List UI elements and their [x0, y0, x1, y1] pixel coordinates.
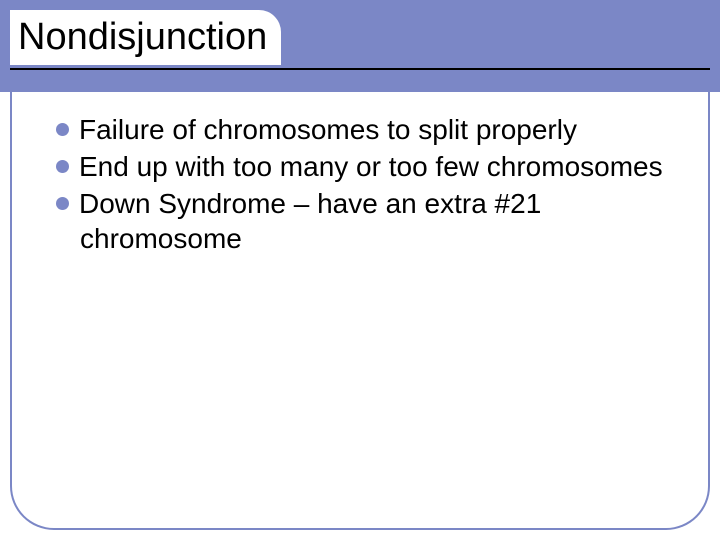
bullet-icon — [56, 197, 69, 210]
bullet-icon — [56, 160, 69, 173]
content-box: Failure of chromosomes to split properly… — [10, 92, 710, 530]
slide-title: Nondisjunction — [18, 16, 267, 59]
bullet-list: Failure of chromosomes to split properly… — [56, 112, 678, 256]
list-item: Down Syndrome – have an extra #21 chromo… — [56, 186, 678, 256]
bullet-text: Failure of chromosomes to split properly — [79, 114, 577, 145]
list-item: Failure of chromosomes to split properly — [56, 112, 678, 147]
bullet-icon — [56, 123, 69, 136]
title-underline — [10, 68, 710, 70]
slide: Nondisjunction Failure of chromosomes to… — [0, 0, 720, 540]
bullet-text: Down Syndrome – have an extra #21 chromo… — [79, 188, 541, 254]
list-item: End up with too many or too few chromoso… — [56, 149, 678, 184]
title-box: Nondisjunction — [10, 10, 281, 65]
bullet-text: End up with too many or too few chromoso… — [79, 151, 663, 182]
